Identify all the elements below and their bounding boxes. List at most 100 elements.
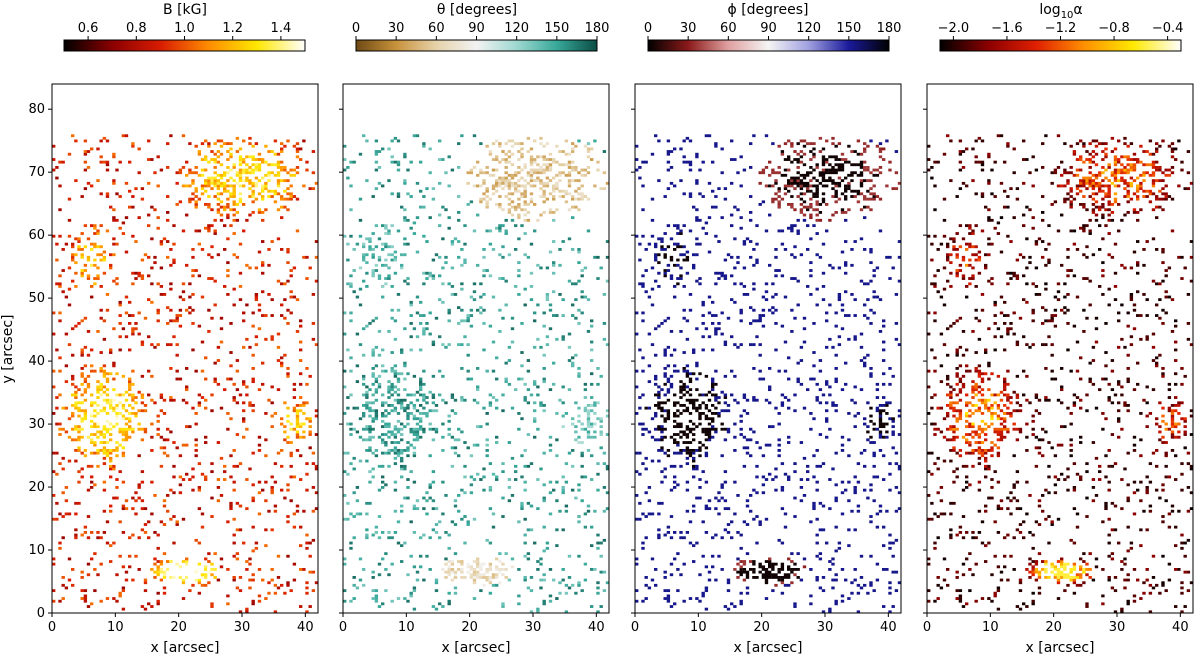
heatmap-cell <box>682 393 686 397</box>
heatmap-cell <box>742 409 747 413</box>
heatmap-cell <box>134 271 138 275</box>
heatmap-cell <box>602 589 607 593</box>
heatmap-cell <box>548 152 553 156</box>
heatmap-cell <box>235 501 240 505</box>
heatmap-cell <box>390 536 394 540</box>
heatmap-cell <box>647 499 652 503</box>
heatmap-cell <box>526 586 531 590</box>
heatmap-cell <box>790 581 794 585</box>
heatmap-cell <box>355 364 360 368</box>
heatmap-cell <box>548 168 553 172</box>
heatmap-cell <box>99 385 103 389</box>
heatmap-cell <box>276 237 281 241</box>
heatmap-cell <box>692 509 696 513</box>
heatmap-cell <box>226 261 230 265</box>
heatmap-cell <box>818 369 823 373</box>
heatmap-cell <box>140 427 145 431</box>
heatmap-cell <box>409 393 413 397</box>
heatmap-cell <box>349 160 353 164</box>
heatmap-cell <box>188 282 192 286</box>
heatmap-cell <box>147 181 151 185</box>
heatmap-cell <box>793 208 797 212</box>
heatmap-cell <box>583 578 588 582</box>
heatmap-cell <box>90 441 94 444</box>
heatmap-cell <box>510 565 515 569</box>
heatmap-cell <box>897 433 901 436</box>
heatmap-cell <box>539 586 543 590</box>
heatmap-cell <box>80 467 84 471</box>
heatmap-cell <box>720 568 724 571</box>
heatmap-cell <box>476 472 480 476</box>
heatmap-cell <box>787 441 791 444</box>
heatmap-cell <box>90 242 94 246</box>
heatmap-cell <box>533 168 537 172</box>
heatmap-cell <box>806 184 810 188</box>
heatmap-cell <box>815 213 819 217</box>
heatmap-cell <box>498 229 502 233</box>
heatmap-cell <box>504 176 508 180</box>
heatmap-cell <box>194 369 198 373</box>
heatmap-cell <box>695 237 699 241</box>
heatmap-cell <box>692 422 696 426</box>
heatmap-cell <box>460 134 464 138</box>
heatmap-cell <box>289 173 293 177</box>
heatmap-cell <box>847 184 851 188</box>
heatmap-cell <box>485 449 489 452</box>
heatmap-cell <box>771 568 775 571</box>
heatmap-cell <box>229 176 233 180</box>
heatmap-cell <box>866 353 870 357</box>
heatmap-cell <box>774 255 778 259</box>
heatmap-cell <box>308 417 312 421</box>
heatmap-cell <box>821 462 826 466</box>
heatmap-cell <box>542 195 546 198</box>
heatmap-cell <box>771 573 775 577</box>
heatmap-cell <box>118 314 122 317</box>
heatmap-cell <box>685 433 690 436</box>
heatmap-cell <box>685 255 690 259</box>
heatmap-cell <box>140 374 145 378</box>
heatmap-cell <box>425 412 429 415</box>
colorbar-tick-label: 60 <box>428 21 445 36</box>
heatmap-cell <box>109 433 113 436</box>
heatmap-cell <box>498 142 502 146</box>
heatmap-cell <box>431 605 436 608</box>
heatmap-cell <box>641 208 645 212</box>
heatmap-cell <box>802 557 807 561</box>
heatmap-cell <box>343 168 347 172</box>
heatmap-cell <box>888 488 892 492</box>
heatmap-cell <box>663 467 667 471</box>
heatmap-cell <box>685 449 690 452</box>
heatmap-cell <box>238 171 243 175</box>
heatmap-cell <box>286 261 290 265</box>
heatmap-cell <box>188 311 192 315</box>
heatmap-cell <box>251 353 255 357</box>
heatmap-cell <box>143 430 148 434</box>
heatmap-cell <box>200 187 205 191</box>
heatmap-cell <box>308 541 312 545</box>
heatmap-cell <box>419 419 423 423</box>
heatmap-cell <box>393 398 398 402</box>
heatmap-cell <box>299 382 303 386</box>
heatmap-cell <box>793 562 797 566</box>
heatmap-cell <box>219 213 224 217</box>
heatmap-cell <box>390 409 394 413</box>
heatmap-cell <box>112 216 116 220</box>
heatmap-cell <box>384 409 388 413</box>
heatmap-cell <box>216 181 221 185</box>
heatmap-cell <box>292 382 297 386</box>
heatmap-cell <box>891 374 895 378</box>
heatmap-cell <box>790 560 794 563</box>
heatmap-cell <box>460 560 464 563</box>
heatmap-cell <box>552 184 556 188</box>
heatmap-cell <box>834 353 838 357</box>
heatmap-cell <box>295 155 300 159</box>
heatmap-cell <box>232 517 236 521</box>
heatmap-cell <box>714 314 718 317</box>
heatmap-cell <box>343 562 347 566</box>
heatmap-cell <box>431 393 436 397</box>
heatmap-cell <box>289 475 293 479</box>
heatmap-cell <box>539 179 543 183</box>
heatmap-cell <box>444 494 448 497</box>
heatmap-cell <box>453 438 458 442</box>
heatmap-cell <box>548 594 553 598</box>
